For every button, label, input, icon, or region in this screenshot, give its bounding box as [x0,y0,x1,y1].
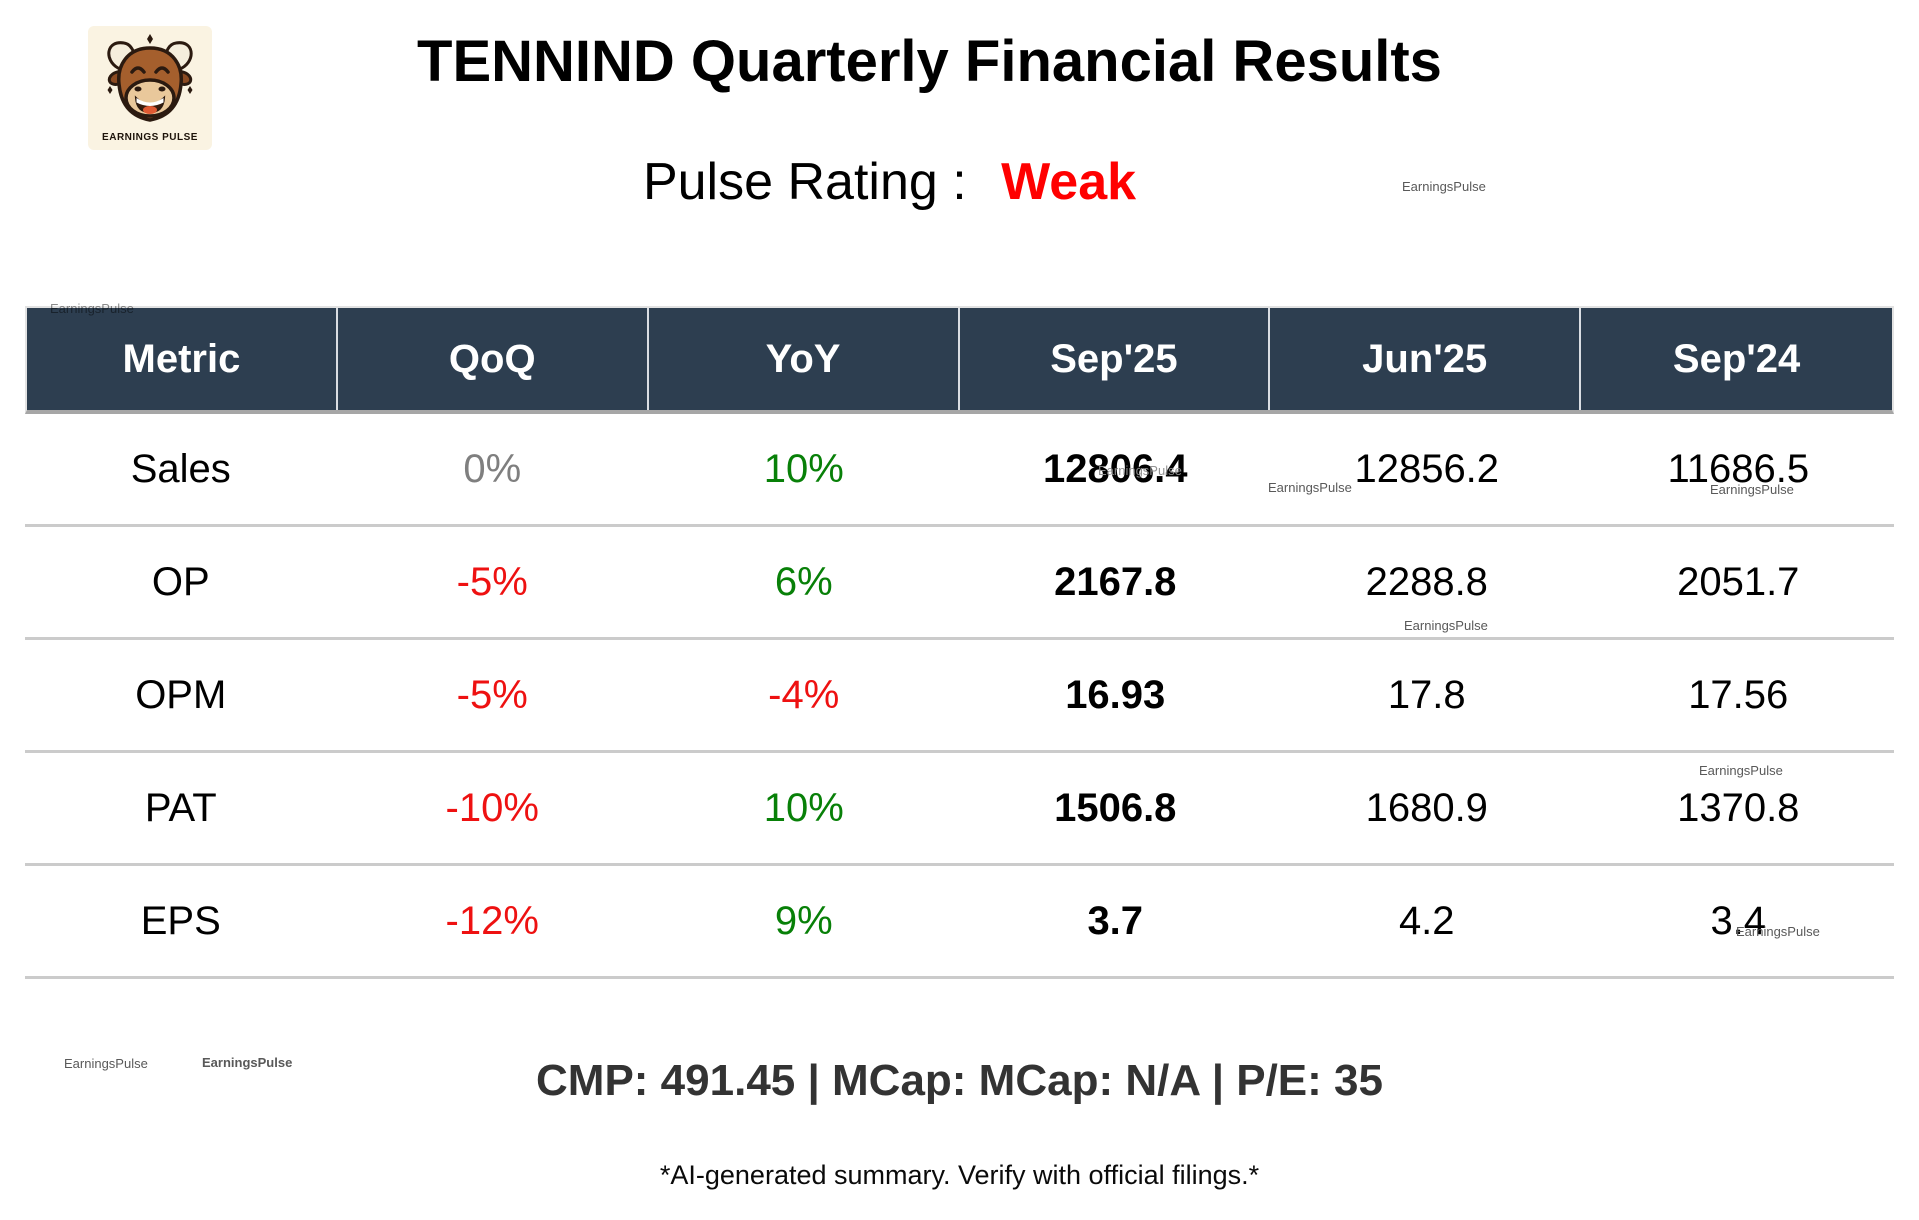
yoy-cell: -4% [768,672,840,717]
jun25-cell: 2288.8 [1365,559,1488,604]
watermark: EarningsPulse [1268,480,1352,495]
page-title: TENNIND Quarterly Financial Results [417,29,1442,94]
pulse-rating-label: Pulse Rating : [642,153,967,211]
metric-cell: OPM [135,672,227,717]
sep24-cell: 1370.8 [1677,785,1800,830]
sep24-cell: 17.56 [1688,672,1789,717]
table-row-op: OP -5% 6% 2167.8 2288.8 2051.7 [25,527,1894,640]
table-header-row: Metric QoQ YoY Sep'25 Jun'25 Sep'24 [25,306,1894,414]
yoy-cell: 10% [763,446,844,491]
watermark: EarningsPulse [1710,482,1794,497]
yoy-cell: 10% [763,785,844,830]
sep25-cell: 12806.4 [1042,446,1188,491]
financial-table: Metric QoQ YoY Sep'25 Jun'25 Sep'24 Sale… [25,306,1894,979]
metric-cell: EPS [140,898,221,943]
sep25-cell: 1506.8 [1054,785,1177,830]
column-header-sep24: Sep'24 [1672,336,1801,381]
table-row-sales: Sales 0% 10% 12806.4 12856.2 11686.5 [25,414,1894,527]
disclaimer: *AI-generated summary. Verify with offic… [659,1160,1260,1190]
watermark: EarningsPulse [50,301,134,316]
yoy-cell: 6% [774,559,833,604]
qoq-cell: -5% [456,559,528,604]
column-header-sep25: Sep'25 [960,308,1271,410]
table-row-opm: OPM -5% -4% 16.93 17.8 17.56 [25,640,1894,753]
table-row-eps: EPS -12% 9% 3.7 4.2 3.4 [25,866,1894,979]
qoq-cell: -12% [445,898,539,943]
watermark: EarningsPulse [1404,618,1488,633]
yoy-cell: 9% [774,898,833,943]
earnings-pulse-logo: EARNINGS PULSE [88,26,212,150]
logo-label: EARNINGS PULSE [102,132,198,143]
qoq-cell: 0% [463,446,522,491]
watermark: EarningsPulse [1736,924,1820,939]
watermark: EarningsPulse [202,1055,293,1070]
sep25-cell: 3.7 [1087,898,1144,943]
bull-logo-icon [88,26,212,150]
sep24-cell: 2051.7 [1677,559,1800,604]
watermark: EarningsPulse [1098,463,1182,478]
qoq-cell: -5% [456,672,528,717]
watermark: EarningsPulse [1699,763,1783,778]
metric-cell: OP [151,559,210,604]
jun25-cell: 12856.2 [1354,446,1500,491]
metric-cell: Sales [130,446,231,491]
sep25-cell: 16.93 [1065,672,1166,717]
sep25-cell: 2167.8 [1054,559,1177,604]
column-header-jun25: Jun'25 [1270,308,1582,410]
pulse-rating-value: Weak [1001,153,1137,211]
sep24-cell: 11686.5 [1667,446,1810,491]
summary-line: CMP: 491.45 | MCap: MCap: N/A | P/E: 35 [536,1056,1383,1105]
jun25-cell: 1680.9 [1365,785,1488,830]
watermark: EarningsPulse [1402,179,1486,194]
pulse-rating: Pulse Rating : Weak [0,152,1849,212]
qoq-cell: -10% [445,785,539,830]
watermark: EarningsPulse [64,1056,148,1071]
column-header-yoy: YoY [649,308,960,410]
column-header-metric: Metric [27,308,338,410]
sep24-cell: 3.4 [1710,898,1767,943]
column-header-qoq: QoQ [338,308,649,410]
jun25-cell: 4.2 [1398,898,1455,943]
metric-cell: PAT [144,785,217,830]
jun25-cell: 17.8 [1387,672,1466,717]
table-row-pat: PAT -10% 10% 1506.8 1680.9 1370.8 [25,753,1894,866]
